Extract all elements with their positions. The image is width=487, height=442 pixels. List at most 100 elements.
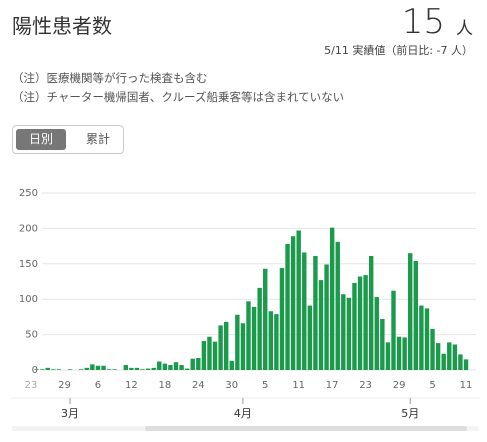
bar (257, 287, 262, 370)
bar (190, 358, 195, 370)
month-label: 5月 (401, 407, 419, 420)
bar (151, 367, 156, 370)
bar (179, 365, 184, 370)
bar (45, 367, 50, 370)
toggle-button[interactable]: 累計 (85, 132, 110, 146)
bar (129, 367, 134, 370)
bar (435, 343, 441, 370)
bar (173, 362, 179, 370)
bar (285, 243, 290, 370)
bar (447, 342, 452, 370)
y-tick-label: 100 (19, 294, 38, 305)
bar (391, 290, 396, 370)
card-title: 陽性患者数 (12, 14, 112, 38)
bar (329, 227, 335, 370)
bar (307, 305, 313, 370)
x-tick-label: 23 (25, 380, 38, 391)
x-tick-label: 18 (158, 380, 171, 391)
bar (363, 275, 368, 370)
x-tick-label: 11 (460, 380, 473, 391)
y-tick-label: 200 (19, 223, 38, 234)
bar (78, 369, 84, 370)
toggle-group: 日別 累計 (12, 125, 124, 154)
bar (335, 241, 340, 370)
bar (296, 230, 301, 370)
bar (184, 368, 190, 370)
bar (341, 294, 346, 370)
x-tick-label: 5 (429, 380, 435, 391)
bar (229, 360, 234, 370)
bar (430, 328, 435, 370)
y-tick-label: 0 (32, 365, 38, 376)
x-tick-label: 11 (292, 380, 305, 391)
bar (34, 369, 39, 370)
x-tick-label: 5 (262, 380, 268, 391)
x-tick-label: 12 (125, 380, 138, 391)
bar (196, 357, 201, 370)
bar (251, 306, 257, 370)
bar (318, 280, 324, 370)
bar (408, 253, 413, 370)
bar (112, 369, 117, 370)
month-label: 3月 (61, 407, 79, 420)
bar (201, 340, 207, 370)
headline-value: 15 (401, 2, 445, 42)
bar (140, 369, 145, 370)
headline-unit: 人 (456, 19, 473, 39)
bar (274, 314, 279, 370)
month-label: 4月 (234, 407, 252, 420)
bar (380, 319, 385, 370)
bar (56, 369, 62, 370)
y-tick-label: 150 (19, 259, 38, 270)
bar (268, 311, 274, 370)
toggle-button[interactable]: 日別 (16, 129, 66, 150)
x-tick-label: 6 (95, 380, 101, 391)
bar (218, 325, 223, 370)
x-tick-label: 17 (326, 380, 339, 391)
bar (39, 369, 45, 370)
bar (279, 268, 285, 370)
bar (51, 369, 56, 370)
scroll-thumb[interactable] (145, 426, 467, 431)
x-tick-label: 23 (359, 380, 372, 391)
bar (424, 308, 430, 370)
x-tick-label: 30 (225, 380, 238, 391)
bar (346, 297, 352, 370)
bar (95, 365, 101, 370)
bar (402, 337, 407, 370)
bar (134, 367, 140, 370)
bar (67, 369, 73, 370)
bar (458, 354, 463, 370)
y-tick-label: 250 (19, 188, 38, 199)
y-tick-label: 50 (25, 330, 38, 341)
bar (374, 297, 379, 370)
x-tick-label: 29 (58, 380, 71, 391)
bar (302, 252, 307, 370)
bar (212, 341, 218, 370)
bar (223, 321, 229, 370)
x-tick-label: 24 (192, 380, 205, 391)
note: （注）チャーター機帰国者、クルーズ船乗客等は含まれていない (12, 90, 345, 104)
bar (452, 344, 458, 370)
bar (385, 342, 391, 370)
bar (313, 256, 318, 370)
bar (207, 336, 212, 370)
bar (145, 368, 151, 370)
bar (123, 365, 129, 370)
bar (106, 369, 112, 370)
bar (162, 363, 168, 370)
bar (413, 260, 419, 370)
bar (90, 364, 95, 370)
bar (101, 365, 106, 370)
bar (235, 314, 240, 370)
bar (419, 305, 424, 370)
date-note: 5/11 実績値（前日比: -7 人） (324, 44, 473, 57)
bar (357, 276, 363, 370)
bar (263, 268, 268, 370)
bar (441, 353, 446, 370)
bar (324, 264, 329, 370)
bar (246, 301, 251, 370)
note: （注）医療機関等が行った検査も含む (12, 71, 208, 85)
